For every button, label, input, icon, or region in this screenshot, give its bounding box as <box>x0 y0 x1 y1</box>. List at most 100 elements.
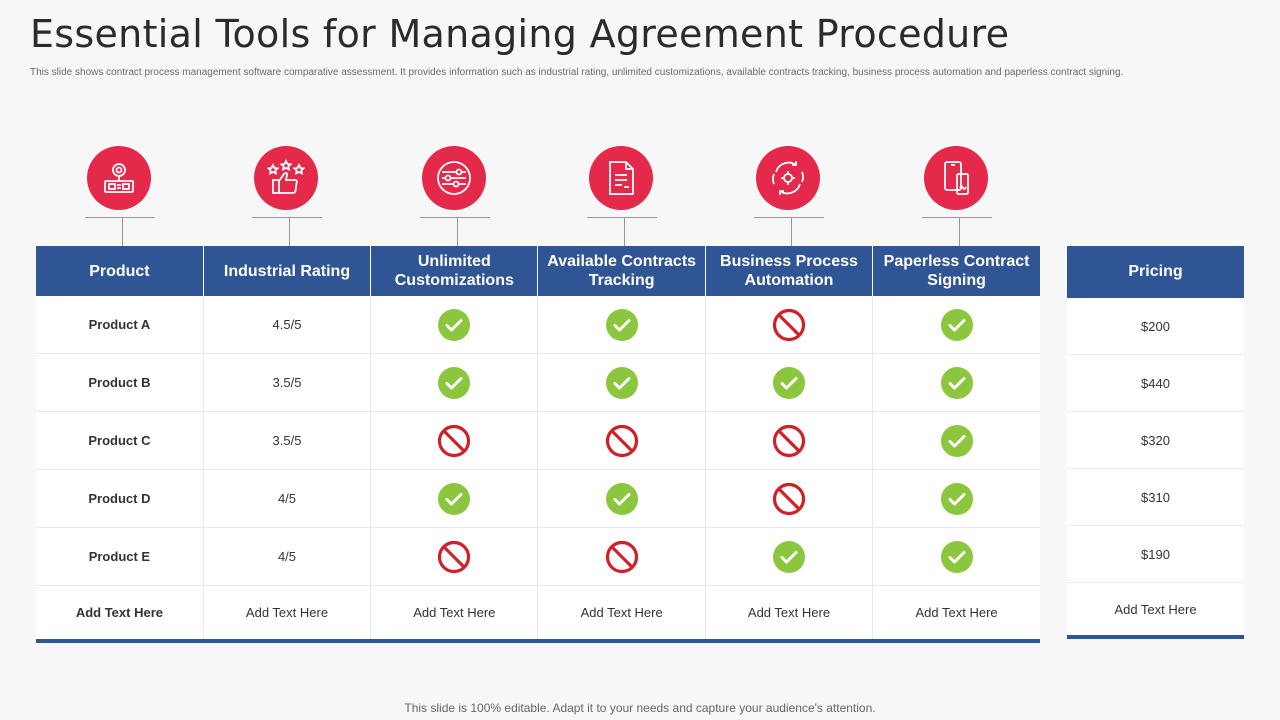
feature-cell <box>705 469 874 528</box>
connector-horizontal <box>419 217 490 218</box>
tracking-icon <box>588 146 653 210</box>
product-icon <box>87 146 151 210</box>
rating-value: 3.5/5 <box>203 411 372 470</box>
feature-cell <box>370 296 539 354</box>
price-value: $320 <box>1067 412 1244 469</box>
placeholder-text: Add Text Here <box>36 585 204 643</box>
prohibited-icon <box>437 540 471 573</box>
pricing-column: Pricing $200 $440 $320 $310 $190 Add Text He… <box>1067 246 1244 639</box>
table-row: Add Text Here Add Text Here Add Text Here A… <box>36 585 1040 643</box>
connector-horizontal <box>85 217 155 218</box>
placeholder-text: Add Text Here <box>705 585 874 643</box>
icon-column <box>371 146 538 246</box>
prohibited-icon <box>772 424 806 457</box>
feature-cell <box>872 469 1040 528</box>
check-icon <box>772 366 805 399</box>
price-value: $190 <box>1067 526 1244 583</box>
placeholder-text: Add Text Here <box>872 585 1040 643</box>
feature-cell <box>537 527 706 586</box>
footer-note: This slide is 100% editable. Adapt it to… <box>404 701 876 715</box>
rating-value: 3.5/5 <box>203 353 372 412</box>
price-value: $310 <box>1067 469 1244 526</box>
feature-cell <box>537 353 706 412</box>
connector-horizontal <box>921 217 992 218</box>
feature-cell <box>370 353 539 412</box>
feature-cell <box>705 527 874 586</box>
column-header: Industrial Rating <box>203 246 372 296</box>
feature-cell <box>872 411 1040 470</box>
feature-cell <box>872 527 1040 586</box>
pricing-last-cell: Add Text Here <box>1067 583 1244 639</box>
check-icon <box>605 482 638 515</box>
feature-cell <box>370 527 539 586</box>
connector-vertical <box>958 217 960 246</box>
feature-cell <box>705 353 874 412</box>
check-icon <box>605 366 638 399</box>
column-header: Business Process Automation <box>705 246 874 296</box>
icon-column <box>873 146 1040 246</box>
rating-value: 4.5/5 <box>203 296 372 354</box>
connector-horizontal <box>586 217 657 218</box>
check-icon <box>940 540 973 573</box>
feature-cell <box>537 469 706 528</box>
product-name: Product D <box>36 469 204 528</box>
placeholder-text: Add Text Here <box>370 585 539 643</box>
rating-value: 4/5 <box>203 527 372 586</box>
icon-row <box>36 146 1040 246</box>
product-name: Product A <box>36 296 204 354</box>
placeholder-text: Add Text Here <box>203 585 372 643</box>
column-header: Unlimited Customizations <box>370 246 539 296</box>
icon-column <box>705 146 872 246</box>
column-header: Paperless Contract Signing <box>872 246 1040 296</box>
feature-cell <box>872 353 1040 412</box>
prohibited-icon <box>772 308 806 341</box>
rating-value: 4/5 <box>203 469 372 528</box>
table-row: Product D 4/5 <box>36 469 1040 528</box>
connector-vertical <box>623 217 625 246</box>
check-icon <box>772 540 805 573</box>
comparison-table: Product Industrial Rating Unlimited Custom… <box>36 246 1040 643</box>
column-header: Product <box>36 246 204 296</box>
check-icon <box>605 308 638 341</box>
price-value: $200 <box>1067 298 1244 355</box>
signing-icon <box>923 146 988 210</box>
connector-horizontal <box>754 217 825 218</box>
prohibited-icon <box>437 424 471 457</box>
check-icon <box>940 308 973 341</box>
prohibited-icon <box>605 424 639 457</box>
automation-icon <box>756 146 821 210</box>
feature-cell <box>370 411 539 470</box>
table-row: Product C 3.5/5 <box>36 411 1040 470</box>
connector-vertical <box>289 217 291 246</box>
table-row: Product A 4.5/5 <box>36 296 1040 354</box>
feature-cell <box>537 296 706 354</box>
product-name: Product B <box>36 353 204 412</box>
connector-vertical <box>456 217 458 246</box>
column-header: Available Contracts Tracking <box>537 246 706 296</box>
product-name: Product E <box>36 527 204 586</box>
price-value: $440 <box>1067 355 1244 412</box>
feature-cell <box>370 469 539 528</box>
customization-icon <box>421 146 486 210</box>
pricing-cells: $200 $440 $320 $310 $190 <box>1067 298 1244 583</box>
connector-horizontal <box>252 217 323 218</box>
prohibited-icon <box>605 540 639 573</box>
page-subtitle: This slide shows contract process manage… <box>30 67 1124 78</box>
prohibited-icon <box>772 482 806 515</box>
check-icon <box>940 424 973 457</box>
feature-cell <box>872 296 1040 354</box>
icon-column <box>36 146 203 246</box>
feature-cell <box>537 411 706 470</box>
check-icon <box>438 482 471 515</box>
check-icon <box>940 366 973 399</box>
feature-cell <box>705 411 874 470</box>
product-name: Product C <box>36 411 204 470</box>
table-row: Product B 3.5/5 <box>36 353 1040 412</box>
check-icon <box>438 366 471 399</box>
table-row: Product E 4/5 <box>36 527 1040 586</box>
connector-vertical <box>791 217 793 246</box>
check-icon <box>940 482 973 515</box>
rating-icon <box>254 146 319 210</box>
page-title: Essential Tools for Managing Agreement P… <box>30 12 1010 56</box>
check-icon <box>438 308 471 341</box>
